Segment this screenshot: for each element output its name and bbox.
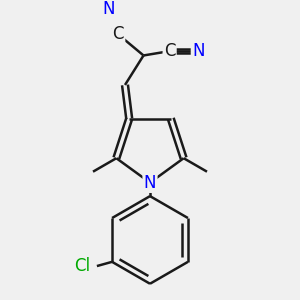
Text: Cl: Cl	[74, 257, 91, 275]
Text: N: N	[102, 0, 114, 18]
Text: N: N	[144, 174, 156, 192]
Text: C: C	[164, 42, 176, 60]
Text: C: C	[112, 26, 124, 44]
Text: N: N	[192, 42, 205, 60]
